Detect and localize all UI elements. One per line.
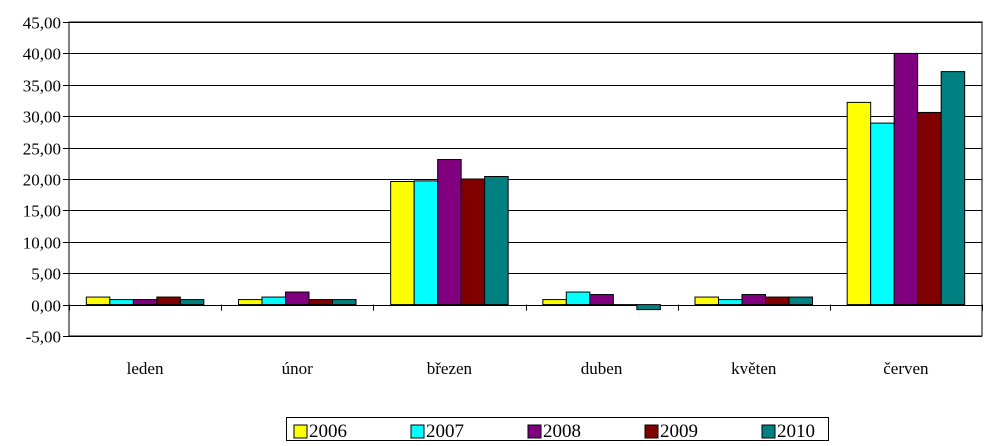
y-tick-label: 35,00 [23,77,61,96]
bar-2008-únor [285,291,310,306]
y-tick-label: 25,00 [23,140,61,159]
y-tick-label: 0,00 [31,297,61,316]
axes [63,21,983,337]
bar-2010-květen [788,296,813,306]
bar-2006-leden [85,296,111,306]
bar-2007-březen [413,180,439,306]
legend-label-2009: 2009 [660,421,698,441]
bar-2010-únor [332,299,357,306]
bar-2008-leden [132,299,158,306]
x-category-label: březen [427,359,473,378]
y-tick-label: 45,00 [23,14,61,33]
bar-2008-březen [437,159,462,306]
bar-2006-červen [846,101,872,306]
bar-2008-červen [893,52,919,306]
bar-2009-únor [308,299,333,306]
x-category-label: únor [282,359,314,378]
bars [85,52,966,311]
y-tick-label: 40,00 [23,45,61,64]
x-category-label: duben [581,359,623,378]
bar-2007-červen [870,122,895,306]
bar-2009-červen [917,111,942,306]
bar-2007-únor [261,296,286,306]
bar-2006-květen [694,296,719,306]
bar-2010-červen [940,71,966,306]
legend-swatch-2007 [410,424,425,439]
bar-2009-květen [765,296,790,306]
gridlines [69,22,982,337]
legend-swatch-2008 [527,424,542,439]
bar-2007-leden [109,299,134,306]
y-tick-label: 30,00 [23,108,61,127]
bar-2008-duben [589,294,614,306]
bar-2008-květen [741,294,766,306]
x-category-label: červen [883,359,929,378]
legend-label-2008: 2008 [543,421,581,441]
y-tick-label: 10,00 [23,234,61,253]
bar-2007-květen [718,299,743,306]
y-tick-label: -5,00 [26,328,61,347]
legend-label-2007: 2007 [426,421,464,441]
bar-2009-duben [612,304,638,306]
x-category-label: květen [731,359,777,378]
bar-2009-leden [156,296,181,306]
bar-2010-březen [484,175,509,306]
bar-2006-duben [542,299,567,306]
legend: 2006 2007 2008 2009 2010 [286,417,829,442]
legend-swatch-2006 [293,424,308,439]
bar-2006-březen [390,181,415,306]
bar-2010-leden [179,299,205,306]
bar-2010-duben [636,304,661,311]
y-tick-label: 20,00 [23,171,61,190]
axis-labels: -5,00 0,00 5,00 10,00 15,00 20,00 25,00 30,00 35… [23,14,929,379]
x-category-label: leden [127,359,164,378]
legend-swatch-2010 [761,424,776,439]
y-tick-label: 5,00 [31,265,61,284]
y-tick-label: 15,00 [23,202,61,221]
legend-swatch-2009 [644,424,659,439]
bar-2009-březen [460,178,486,306]
legend-label-2006: 2006 [309,421,347,441]
bar-2007-duben [565,291,591,306]
legend-label-2010: 2010 [777,421,815,441]
bar-2006-únor [238,299,263,306]
